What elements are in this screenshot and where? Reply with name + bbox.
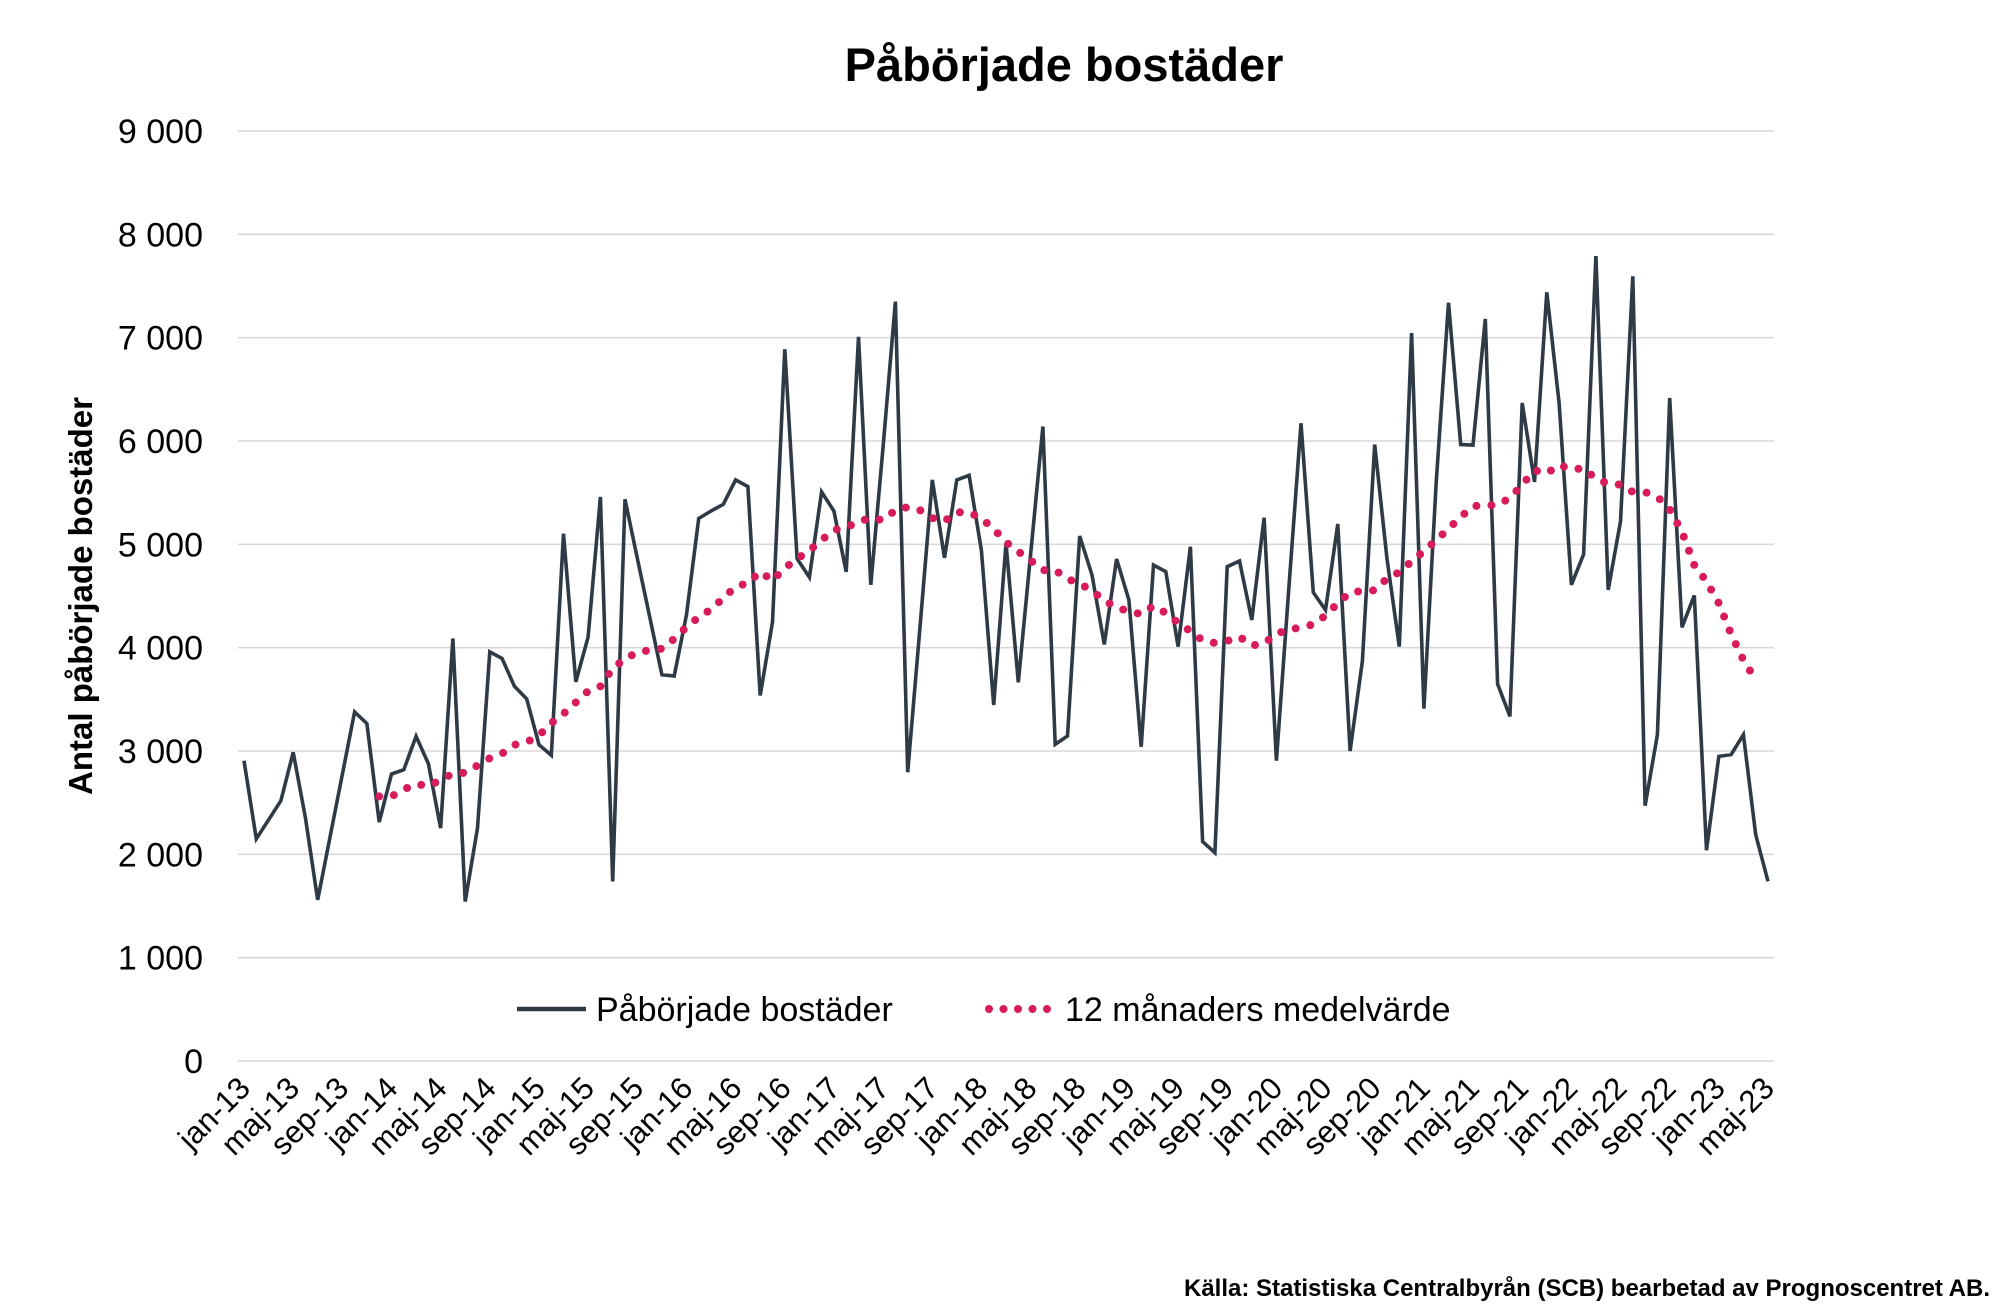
legend-label-medelvarde: 12 månaders medelvärde	[1065, 991, 1451, 1029]
y-tick-label: 3 000	[118, 733, 203, 771]
x-axis-ticks: jan-13maj-13sep-13jan-14maj-14sep-14jan-…	[171, 1070, 1781, 1162]
series-line-medelvarde	[375, 460, 1760, 801]
legend-label-pabörjade: Påbörjade bostäder	[596, 991, 893, 1029]
y-tick-label: 4 000	[118, 630, 203, 668]
y-tick-label: 1 000	[118, 940, 203, 978]
plot-area	[242, 256, 1770, 902]
gridlines	[238, 130, 1774, 1062]
y-tick-label: 9 000	[118, 113, 203, 151]
chart-title: Påbörjade bostäder	[845, 38, 1284, 91]
source-note: Källa: Statistiska Centralbyrån (SCB) be…	[1184, 1275, 1990, 1302]
series-points-pabörjade	[244, 256, 1768, 901]
y-tick-label: 0	[184, 1043, 203, 1081]
y-tick-label: 5 000	[118, 526, 203, 564]
y-tick-label: 2 000	[118, 836, 203, 874]
series-line-pabörjade	[242, 256, 1770, 902]
series-points-medelvarde	[379, 465, 1756, 796]
y-tick-label: 6 000	[118, 423, 203, 461]
y-axis-ticks: 0 1 000 2 000 3 000 4 000 5 000 6 000 7 000 8 00…	[118, 113, 203, 1081]
y-tick-label: 7 000	[118, 320, 203, 358]
y-tick-label: 8 000	[118, 216, 203, 254]
legend: Påbörjade bostäder 12 månaders medelvärd…	[517, 991, 1451, 1029]
y-axis-label: Antal påbörjade bostäder	[62, 397, 99, 795]
